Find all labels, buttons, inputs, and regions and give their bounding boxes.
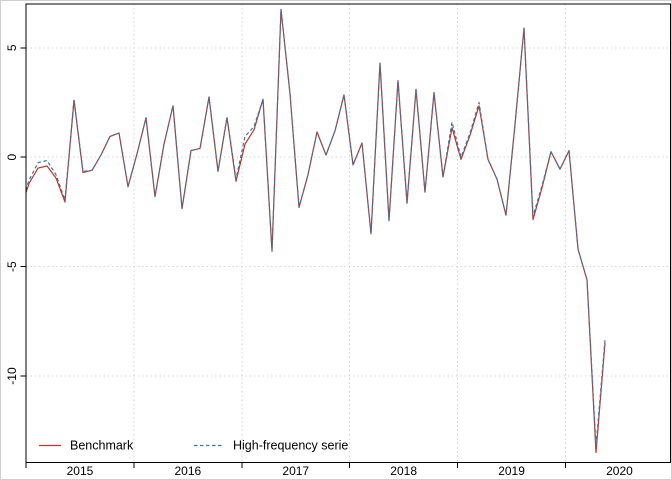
legend-high-frequency-label: High-frequency serie: [233, 439, 348, 453]
benchmark-line: [26, 8, 606, 454]
legend: Benchmark High-frequency serie: [39, 439, 348, 453]
y-axis: 5 0 -5 -10: [5, 44, 26, 385]
legend-benchmark-label: Benchmark: [70, 439, 134, 453]
plot-border: [25, 3, 671, 463]
x-tick-label-2017: 2017: [282, 464, 309, 478]
x-tick-label-2020: 2020: [606, 464, 633, 478]
gridlines: [26, 4, 671, 463]
x-tick-label-2016: 2016: [174, 464, 201, 478]
x-tick-label-2019: 2019: [498, 464, 525, 478]
series-lines: [26, 8, 606, 454]
high-frequency-line: [26, 8, 606, 447]
y-tick-label--10: -10: [5, 367, 19, 385]
y-tick-label--5: -5: [5, 261, 19, 272]
x-axis: 2015 2016 2017 2018 2019 2020: [25, 462, 633, 478]
y-tick-label-0: 0: [5, 154, 19, 161]
y-tick-label-5: 5: [5, 44, 19, 51]
x-tick-label-2018: 2018: [390, 464, 417, 478]
x-tick-label-2015: 2015: [67, 464, 94, 478]
